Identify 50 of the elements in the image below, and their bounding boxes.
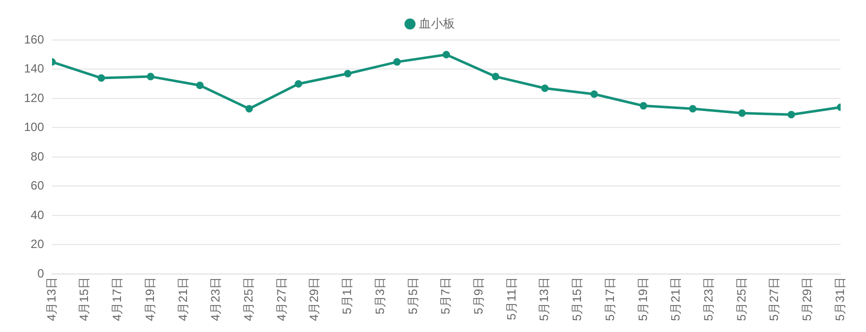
point [492, 72, 500, 80]
point [640, 102, 648, 110]
x-tick-label: 4月21日 [176, 276, 190, 322]
x-tick-label: 5月15日 [570, 276, 584, 322]
x-tick-label: 5月29日 [800, 276, 814, 322]
x-tick-label: 5月25日 [734, 276, 748, 322]
y-tick-label: 160 [24, 32, 44, 46]
point [98, 74, 106, 82]
point [146, 72, 154, 80]
point [688, 104, 696, 112]
y-tick-label: 20 [30, 237, 44, 252]
point [245, 104, 253, 112]
point [344, 70, 352, 78]
x-tick-label: 5月19日 [636, 276, 650, 322]
x-tick-label: 5月31日 [832, 276, 847, 322]
x-tick-label: 5月11日 [504, 276, 518, 320]
x-tick-label: 4月15日 [77, 276, 92, 322]
point [196, 82, 204, 90]
x-tick-label: 5月7日 [438, 276, 453, 314]
point [294, 80, 302, 88]
x-tick-label: 5月5日 [406, 276, 420, 314]
x-tick-label: 5月23日 [701, 276, 716, 322]
x-tick-label: 4月29日 [307, 276, 322, 322]
x-tick-label: 4月19日 [142, 276, 157, 322]
y-tick-label: 80 [30, 149, 44, 164]
legend-label: 血小板 [419, 16, 455, 30]
x-tick-label: 5月3日 [372, 276, 387, 314]
y-tick-label: 0 [37, 266, 44, 280]
x-tick-label: 5月17日 [602, 276, 617, 322]
x-tick-label: 5月1日 [340, 276, 354, 314]
x-tick-label: 4月17日 [110, 276, 124, 322]
x-tick-label: 5月13日 [537, 276, 552, 322]
x-tick-label: 5月9日 [471, 276, 486, 314]
point [738, 109, 746, 117]
point [541, 84, 549, 92]
x-tick-label: 4月23日 [208, 276, 223, 322]
point [442, 50, 450, 58]
x-tick-label: 5月21日 [668, 276, 683, 322]
x-tick-label: 4月13日 [44, 276, 58, 322]
y-tick-label: 100 [24, 120, 44, 134]
point [788, 110, 796, 118]
x-tick-label: 5月27日 [767, 276, 782, 322]
y-tick-label: 120 [24, 90, 44, 105]
y-tick-label: 60 [30, 178, 44, 193]
point [393, 58, 401, 66]
x-tick-label: 4月25日 [241, 276, 256, 322]
point [590, 90, 598, 98]
y-tick-label: 140 [24, 62, 44, 76]
x-tick-label: 4月27日 [274, 276, 288, 322]
y-tick-label: 40 [30, 208, 44, 222]
